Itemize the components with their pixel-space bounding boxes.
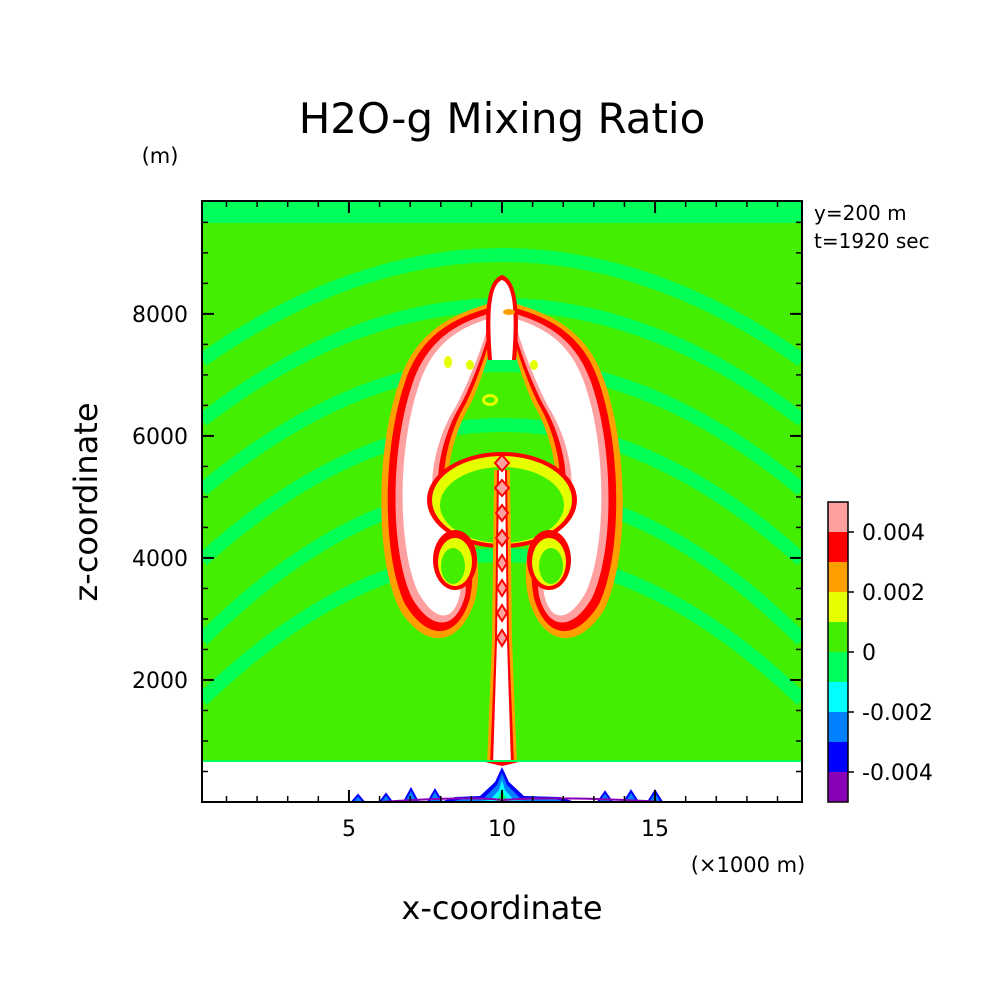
colorbar-tick-label: 0.002 xyxy=(862,581,925,606)
x-axis-label: x-coordinate xyxy=(401,889,602,927)
colorbar-bin xyxy=(828,622,848,652)
colorbar-bin xyxy=(828,592,848,622)
colorbar xyxy=(827,501,854,803)
y-tick-label: 4000 xyxy=(132,547,188,572)
y-unit-label: (m) xyxy=(142,144,179,168)
y-tick-labels: 2000 4000 6000 8000 xyxy=(132,303,188,694)
colorbar-bin xyxy=(828,562,848,592)
x-minor-ticks xyxy=(225,201,779,802)
colorbar-bin xyxy=(828,682,848,712)
colorbar-bin xyxy=(828,772,848,802)
colorbar-bin xyxy=(828,742,848,772)
plume-stem xyxy=(487,453,517,765)
plume-cap xyxy=(486,275,518,360)
colorbar-tick-label: 0.004 xyxy=(862,521,925,546)
colorbar-labels: -0.004 -0.002 0 0.002 0.004 xyxy=(862,521,933,786)
colorbar-bin xyxy=(828,652,848,682)
annotation-y: y=200 m xyxy=(814,201,907,225)
y-minor-ticks xyxy=(202,221,802,773)
y-major-ticks xyxy=(202,312,802,681)
x-tick-label: 10 xyxy=(488,817,516,842)
y-axis-label: z-coordinate xyxy=(67,402,105,601)
colorbar-bin xyxy=(828,502,848,532)
y-tick-label: 8000 xyxy=(132,303,188,328)
x-tick-labels: 5 10 15 xyxy=(342,817,669,842)
colorbar-tick-label: -0.002 xyxy=(862,701,933,726)
colorbar-tick-label: 0 xyxy=(862,641,876,666)
x-tick-label: 5 xyxy=(342,817,356,842)
y-tick-label: 2000 xyxy=(132,669,188,694)
colorbar-tick-label: -0.004 xyxy=(862,761,933,786)
plot-area xyxy=(202,201,802,802)
x-tick-label: 15 xyxy=(641,817,669,842)
x-major-ticks xyxy=(347,201,657,802)
y-tick-label: 6000 xyxy=(132,425,188,450)
x-unit-label: (×1000 m) xyxy=(691,853,806,877)
chart-title: H2O-g Mixing Ratio xyxy=(299,94,706,143)
colorbar-bin xyxy=(828,532,848,562)
annotation-t: t=1920 sec xyxy=(814,229,930,253)
colorbar-bin xyxy=(828,712,848,742)
